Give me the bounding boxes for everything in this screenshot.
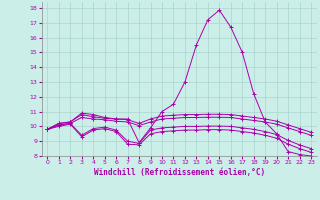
X-axis label: Windchill (Refroidissement éolien,°C): Windchill (Refroidissement éolien,°C) bbox=[94, 168, 265, 177]
